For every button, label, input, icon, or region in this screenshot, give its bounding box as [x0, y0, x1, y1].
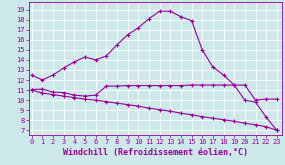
X-axis label: Windchill (Refroidissement éolien,°C): Windchill (Refroidissement éolien,°C) — [63, 148, 248, 157]
